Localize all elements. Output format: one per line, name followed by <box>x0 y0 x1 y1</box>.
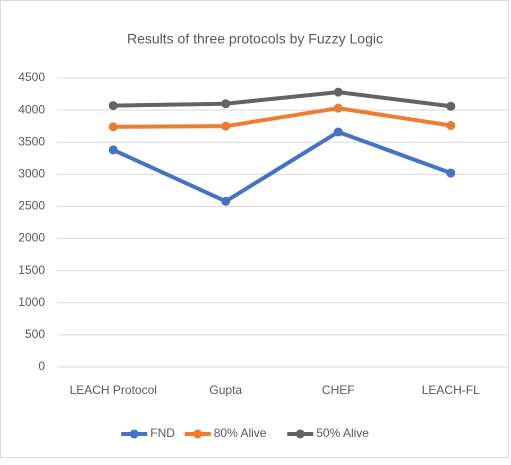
y-tick-label: 4500 <box>18 70 45 84</box>
line-marker <box>221 99 231 109</box>
y-tick-label: 500 <box>25 327 45 341</box>
line-series <box>113 90 451 109</box>
chart-title: Results of three protocols by Fuzzy Logi… <box>127 31 383 47</box>
line-marker <box>221 196 231 206</box>
line-series <box>112 129 452 204</box>
line-marker <box>108 145 118 155</box>
y-tick-label: 0 <box>38 359 45 373</box>
legend-marker <box>295 429 305 439</box>
legend-marker <box>129 429 139 439</box>
legend-marker <box>193 429 203 439</box>
legend-label: FND <box>150 426 175 440</box>
line-marker <box>446 121 456 131</box>
y-tick-label: 1000 <box>18 295 45 309</box>
y-tick-label: 1500 <box>18 263 45 277</box>
line-marker <box>333 127 343 137</box>
legend-label: 80% Alive <box>214 426 267 440</box>
line-marker <box>333 87 343 97</box>
line-marker <box>221 121 231 131</box>
x-tick-label: LEACH-FL <box>422 383 480 397</box>
y-tick-label: 2000 <box>18 231 45 245</box>
line-marker <box>108 101 118 111</box>
legend-label: 50% Alive <box>316 426 369 440</box>
x-tick-label: LEACH Protocol <box>70 383 157 397</box>
line-series <box>113 106 452 129</box>
y-tick-label: 4000 <box>18 102 45 116</box>
y-tick-label: 3000 <box>18 167 45 181</box>
y-tick-label: 3500 <box>18 134 45 148</box>
x-tick-label: CHEF <box>322 383 355 397</box>
y-tick-label: 2500 <box>18 199 45 213</box>
line-marker <box>333 103 343 113</box>
line-marker <box>446 168 456 178</box>
line-marker <box>446 101 456 111</box>
x-tick-label: Gupta <box>209 383 242 397</box>
line-marker <box>108 122 118 132</box>
